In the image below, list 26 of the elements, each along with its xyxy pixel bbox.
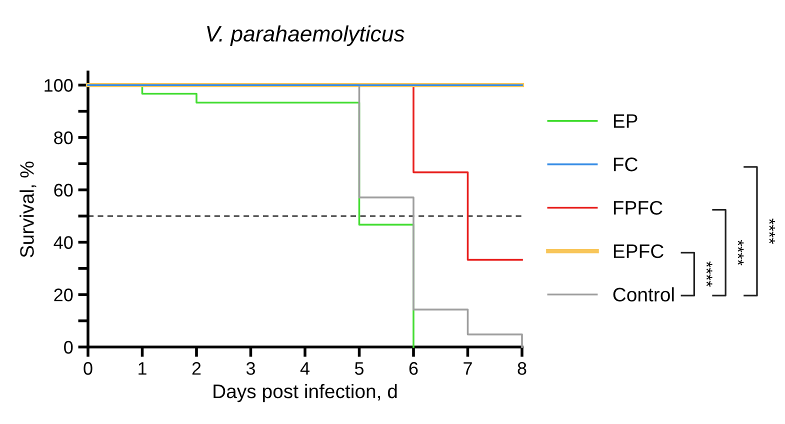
y-axis-title: Survival, % — [20, 162, 36, 258]
text: **** — [738, 240, 744, 266]
legend-label: FC — [614, 158, 638, 172]
x-tick-label: 6 — [409, 362, 418, 375]
legend-label: Control — [613, 287, 674, 302]
x-tick-label: 8 — [518, 362, 526, 375]
y-tick-label: 100 — [44, 79, 73, 92]
legend-label: EPFC — [614, 244, 664, 258]
x-tick-label: 0 — [84, 362, 92, 375]
x-tick-label: 4 — [300, 362, 310, 375]
y-tick-label: 40 — [54, 236, 73, 249]
y-tick-label: 0 — [64, 340, 73, 354]
x-tick-label: 2 — [192, 362, 201, 375]
x-tick-label: 7 — [464, 362, 472, 375]
chart-title: V. parahaemolyticus — [207, 25, 404, 46]
y-tick-label: 60 — [54, 184, 73, 197]
x-tick-label: 5 — [354, 362, 364, 375]
text: **** — [706, 261, 712, 287]
legend-label: FPFC — [614, 200, 662, 215]
x-tick-label: 3 — [246, 362, 255, 375]
y-tick-label: 20 — [54, 288, 73, 302]
y-tick-label: 80 — [54, 131, 73, 144]
text: **** — [769, 218, 776, 244]
x-axis-title: Days post infection, d — [214, 384, 397, 402]
x-tick-label: 1 — [138, 362, 146, 375]
legend-label: EP — [614, 114, 638, 128]
